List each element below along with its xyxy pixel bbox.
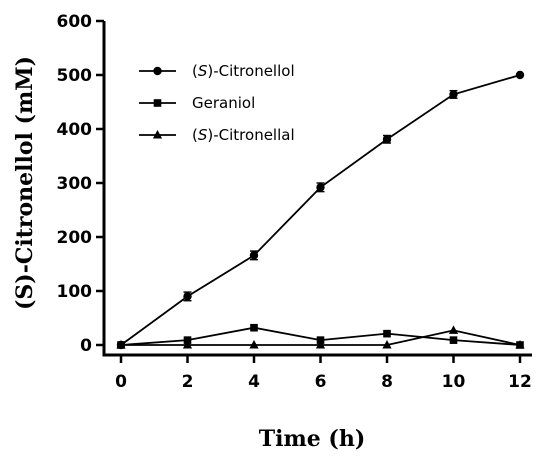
y-tick-label: 500 — [57, 66, 93, 86]
legend-label: (S)-Citronellal — [192, 126, 295, 144]
data-point — [382, 135, 392, 144]
x-tick-label: 8 — [381, 372, 393, 392]
y-tick-label: 600 — [57, 12, 93, 32]
series-layer — [116, 70, 525, 350]
data-point — [116, 340, 126, 349]
data-point — [315, 340, 326, 349]
x-tick-label: 0 — [115, 372, 127, 392]
data-point — [249, 340, 259, 349]
x-axis-title: Time (h) — [259, 426, 365, 452]
legend-label-part: ( — [192, 126, 198, 144]
data-point — [449, 336, 458, 344]
x-tick-label: 6 — [315, 372, 327, 392]
legend-marker — [153, 66, 162, 76]
x-tick-label: 2 — [182, 372, 194, 392]
y-tick-label: 400 — [57, 120, 93, 140]
y-axis-title: (S)-Citronellol (mM) — [12, 56, 38, 310]
x-tick-label: 12 — [508, 372, 532, 392]
axes — [96, 19, 532, 363]
legend-label: Geraniol — [192, 94, 255, 112]
series-1 — [116, 70, 525, 350]
legend-marker — [153, 99, 162, 107]
data-point — [249, 251, 259, 260]
data-point — [449, 90, 458, 99]
data-point — [182, 340, 193, 349]
data-point — [515, 70, 525, 80]
legend-label-part: ( — [192, 62, 198, 80]
legend-entry: Geraniol — [139, 94, 255, 112]
y-tick-label: 300 — [57, 174, 93, 194]
legend-label-part: )-Citronellol — [207, 62, 294, 80]
series-3 — [116, 325, 525, 349]
data-point — [250, 323, 258, 332]
data-point — [183, 292, 192, 301]
series-line — [120, 74, 521, 346]
data-point — [382, 340, 392, 349]
legend-entry: (S)-Citronellol — [139, 62, 295, 80]
legend-label-part: )-Citronellal — [207, 126, 294, 144]
legend-label: (S)-Citronellol — [192, 62, 295, 80]
data-point — [448, 325, 459, 334]
legend-entry: (S)-Citronellal — [139, 126, 295, 144]
y-tick-label: 0 — [80, 336, 92, 356]
data-point — [383, 329, 391, 338]
legend-label-italic: S — [198, 62, 208, 80]
data-point — [316, 183, 325, 192]
y-tick-label: 100 — [57, 282, 93, 302]
x-tick-label: 4 — [248, 372, 260, 392]
y-tick-label: 200 — [57, 228, 93, 248]
tick-labels: 0 100 200 300 400 500 600 0 2 4 6 8 10 12 — [57, 12, 532, 392]
legend-label-italic: S — [198, 126, 208, 144]
legend-label-part: Geraniol — [192, 94, 255, 112]
data-point — [515, 340, 525, 349]
x-tick-label: 10 — [442, 372, 466, 392]
legend-marker — [152, 130, 163, 139]
